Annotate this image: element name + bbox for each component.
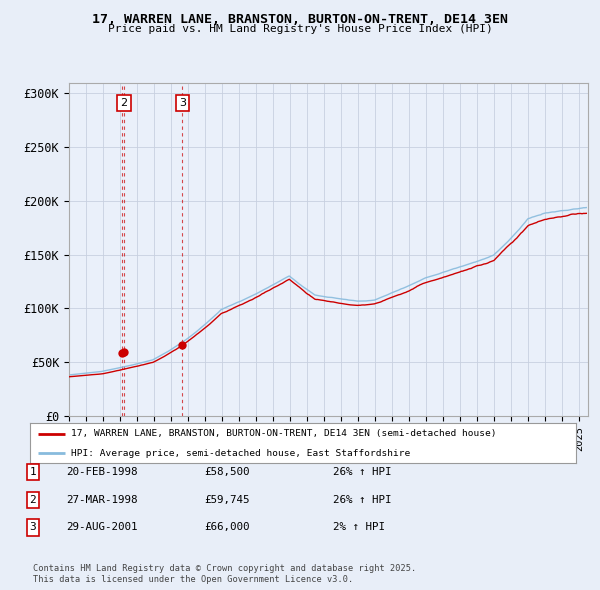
Text: 2: 2 xyxy=(29,495,37,504)
Text: 17, WARREN LANE, BRANSTON, BURTON-ON-TRENT, DE14 3EN (semi-detached house): 17, WARREN LANE, BRANSTON, BURTON-ON-TRE… xyxy=(71,430,496,438)
Text: £58,500: £58,500 xyxy=(204,467,250,477)
Text: 26% ↑ HPI: 26% ↑ HPI xyxy=(333,495,392,504)
Text: Contains HM Land Registry data © Crown copyright and database right 2025.: Contains HM Land Registry data © Crown c… xyxy=(33,565,416,573)
Text: £59,745: £59,745 xyxy=(204,495,250,504)
Text: 27-MAR-1998: 27-MAR-1998 xyxy=(66,495,137,504)
Text: 3: 3 xyxy=(29,523,37,532)
Text: Price paid vs. HM Land Registry's House Price Index (HPI): Price paid vs. HM Land Registry's House … xyxy=(107,24,493,34)
Text: HPI: Average price, semi-detached house, East Staffordshire: HPI: Average price, semi-detached house,… xyxy=(71,448,410,458)
Text: 20-FEB-1998: 20-FEB-1998 xyxy=(66,467,137,477)
Text: £66,000: £66,000 xyxy=(204,523,250,532)
Text: 2: 2 xyxy=(121,98,128,108)
Text: 17, WARREN LANE, BRANSTON, BURTON-ON-TRENT, DE14 3EN: 17, WARREN LANE, BRANSTON, BURTON-ON-TRE… xyxy=(92,13,508,26)
Text: 29-AUG-2001: 29-AUG-2001 xyxy=(66,523,137,532)
Text: 2% ↑ HPI: 2% ↑ HPI xyxy=(333,523,385,532)
Text: 3: 3 xyxy=(179,98,186,108)
Text: This data is licensed under the Open Government Licence v3.0.: This data is licensed under the Open Gov… xyxy=(33,575,353,584)
Text: 1: 1 xyxy=(29,467,37,477)
Text: 26% ↑ HPI: 26% ↑ HPI xyxy=(333,467,392,477)
